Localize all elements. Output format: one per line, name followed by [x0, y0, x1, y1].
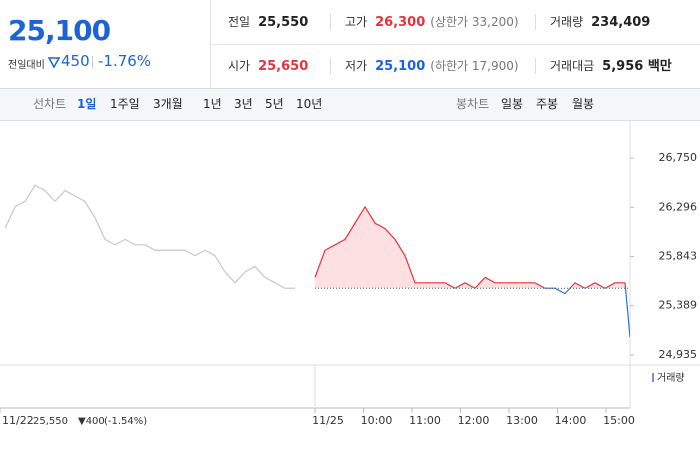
- line: [4, 184, 295, 289]
- tab[interactable]: 5년: [265, 97, 284, 111]
- info-value: 25,550: [258, 15, 309, 30]
- area: [315, 206, 626, 289]
- tab[interactable]: 3년: [234, 97, 253, 111]
- info-value: 25,100: [375, 59, 426, 74]
- tab-label: 선차트: [33, 97, 67, 111]
- x-tick-label: 12:00: [458, 414, 490, 427]
- info-value: 5,956 백만: [602, 59, 672, 74]
- x-tick-label: 11:00: [409, 414, 441, 427]
- change: 450: [61, 52, 90, 70]
- volume-label: 거래량: [657, 372, 685, 384]
- header: 25,100 전일대비 450 -1.76% 전일 25,550 고가 26,300 (…: [0, 0, 700, 89]
- info-value: 25,650: [258, 59, 309, 74]
- info-cell: 시가 25,650: [228, 44, 308, 88]
- x-tick-label: 15:00: [603, 414, 635, 427]
- info-value: 234,409: [591, 15, 651, 30]
- x-tick-label: 10:00: [361, 414, 393, 427]
- change-pct: -1.76%: [98, 52, 152, 70]
- chart: 24,935 25,389 25,843 26,296 26,750 11/22 11/25…: [0, 120, 700, 427]
- tab[interactable]: 3개월: [153, 97, 183, 111]
- tab[interactable]: 주봉: [536, 97, 559, 111]
- info-cell: 고가 26,300 (상한가 33,200): [345, 0, 519, 44]
- volume-legend-mark: [652, 373, 654, 382]
- info-label: 전일: [228, 15, 251, 29]
- tab[interactable]: 일봉: [501, 97, 524, 111]
- tab[interactable]: 1일: [77, 97, 97, 111]
- tab-bar: 선차트 1일 1주일 3개월 1년 3년 5년 10년 봉차트 일봉 주봉 월봉: [0, 89, 700, 121]
- info-label: 고가: [345, 15, 368, 29]
- tab-label: 봉차트: [456, 97, 490, 111]
- line-below: [453, 288, 630, 338]
- info-extra: (하한가 17,900): [430, 59, 519, 73]
- tab[interactable]: 10년: [296, 97, 323, 111]
- price-box: 25,100 전일대비 450 -1.76%: [0, 0, 211, 88]
- line: [314, 205, 627, 289]
- footer-text: (-1.54%): [104, 416, 147, 427]
- y-tick-label: 24,935: [659, 348, 698, 361]
- info-extra: (상한가 33,200): [430, 15, 519, 29]
- y-tick-label: 25,843: [659, 249, 698, 262]
- info-cell: 거래대금 5,956 백만: [550, 44, 672, 88]
- x-tick-label: 11/22: [2, 414, 34, 427]
- y-tick-label: 26,296: [659, 200, 698, 213]
- footer-text: 25,550: [33, 416, 68, 427]
- footer-text: ▼400: [78, 416, 105, 427]
- change-label: 전일대비: [8, 60, 45, 71]
- x-tick-label: 11/25: [312, 414, 344, 427]
- info-label: 거래량: [550, 15, 584, 29]
- tab[interactable]: 1주일: [110, 97, 140, 111]
- down-arrow: [48, 57, 60, 68]
- info-label: 거래대금: [550, 59, 595, 73]
- info-label: 저가: [345, 59, 368, 73]
- y-tick-label: 26,750: [659, 151, 698, 164]
- info-cell: 거래량 234,409: [550, 0, 650, 44]
- price: 25,100: [8, 14, 111, 47]
- tab[interactable]: 1년: [203, 97, 222, 111]
- info-cell: 저가 25,100 (하한가 17,900): [345, 44, 519, 88]
- y-tick-label: 25,389: [659, 299, 698, 312]
- info-value: 26,300: [375, 15, 426, 30]
- tab[interactable]: 월봉: [572, 97, 595, 111]
- x-tick-label: 14:00: [555, 414, 587, 427]
- info-cell: 전일 25,550: [228, 0, 308, 44]
- x-tick-label: 13:00: [506, 414, 538, 427]
- info-label: 시가: [228, 59, 251, 73]
